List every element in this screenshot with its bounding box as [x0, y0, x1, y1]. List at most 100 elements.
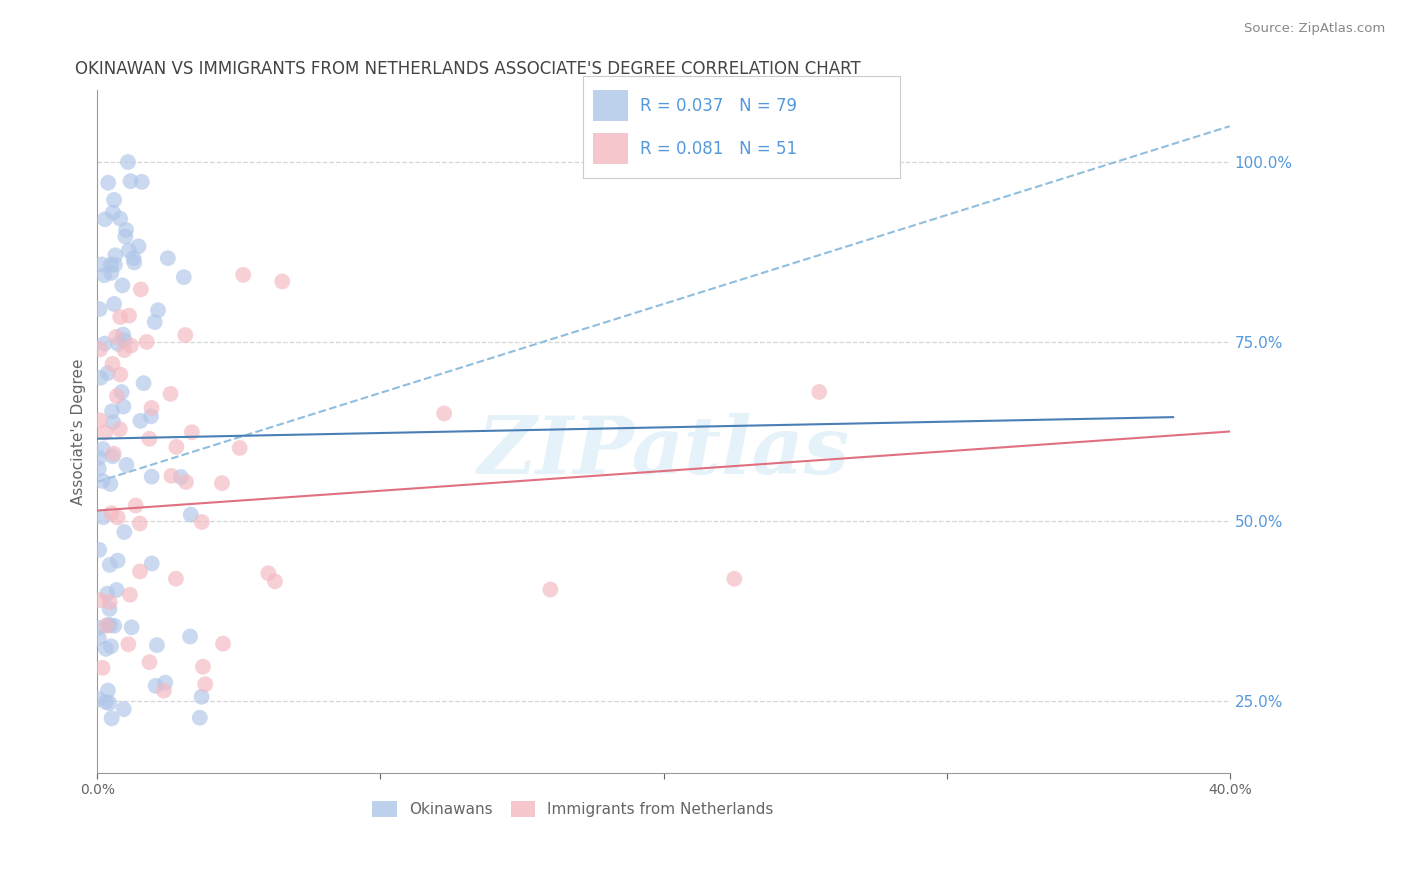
- Point: [264, 574, 287, 589]
- Point: [141, 557, 163, 571]
- Point: [129, 414, 152, 428]
- Point: [103, 193, 125, 207]
- Point: [107, 510, 129, 524]
- Point: [174, 475, 197, 489]
- Point: [191, 515, 214, 529]
- Point: [90, 257, 112, 271]
- Point: [155, 675, 177, 690]
- Point: [117, 637, 139, 651]
- Y-axis label: Associate's Degree: Associate's Degree: [72, 359, 86, 505]
- Point: [165, 572, 187, 586]
- Point: [112, 333, 135, 347]
- Point: [117, 155, 139, 169]
- Point: [232, 268, 254, 282]
- Point: [98, 602, 121, 616]
- Point: [101, 415, 124, 429]
- Point: [129, 282, 152, 296]
- Point: [97, 618, 120, 632]
- Point: [115, 223, 138, 237]
- Text: Source: ZipAtlas.com: Source: ZipAtlas.com: [1244, 22, 1385, 36]
- Bar: [593, 90, 627, 121]
- Point: [105, 330, 128, 344]
- Point: [115, 458, 138, 472]
- Point: [112, 524, 135, 539]
- Point: [120, 174, 142, 188]
- Point: [94, 695, 117, 709]
- Point: [93, 336, 115, 351]
- Point: [124, 499, 146, 513]
- Point: [105, 389, 128, 403]
- Point: [808, 384, 831, 399]
- Point: [101, 450, 124, 464]
- Point: [96, 618, 118, 632]
- Point: [103, 619, 125, 633]
- Point: [107, 336, 129, 351]
- Point: [141, 469, 163, 483]
- Point: [188, 711, 211, 725]
- Bar: [593, 133, 627, 164]
- Point: [723, 572, 745, 586]
- Point: [165, 440, 187, 454]
- Point: [107, 554, 129, 568]
- Point: [101, 404, 124, 418]
- Point: [94, 212, 117, 227]
- Point: [87, 461, 110, 475]
- Point: [194, 677, 217, 691]
- Point: [114, 229, 136, 244]
- Point: [122, 251, 145, 265]
- Point: [91, 661, 114, 675]
- Point: [118, 588, 141, 602]
- Point: [90, 370, 112, 384]
- Point: [89, 542, 111, 557]
- Point: [91, 442, 114, 456]
- Point: [97, 366, 120, 380]
- Text: OKINAWAN VS IMMIGRANTS FROM NETHERLANDS ASSOCIATE'S DEGREE CORRELATION CHART: OKINAWAN VS IMMIGRANTS FROM NETHERLANDS …: [75, 60, 860, 78]
- Point: [91, 510, 114, 524]
- Point: [538, 582, 561, 597]
- Point: [87, 621, 110, 635]
- Point: [98, 595, 121, 609]
- Point: [111, 278, 134, 293]
- Point: [145, 679, 167, 693]
- Point: [108, 211, 131, 226]
- Point: [104, 258, 127, 272]
- Point: [89, 413, 111, 427]
- Point: [112, 702, 135, 716]
- Point: [100, 506, 122, 520]
- Point: [143, 315, 166, 329]
- Point: [100, 258, 122, 272]
- Point: [98, 558, 121, 572]
- Point: [112, 400, 135, 414]
- Point: [93, 268, 115, 283]
- Point: [257, 566, 280, 581]
- Point: [98, 618, 121, 632]
- Point: [118, 244, 141, 258]
- Point: [101, 205, 124, 219]
- Point: [173, 270, 195, 285]
- Point: [121, 620, 143, 634]
- Point: [101, 357, 124, 371]
- Point: [91, 474, 114, 488]
- Point: [96, 587, 118, 601]
- Point: [180, 425, 202, 440]
- Point: [159, 387, 181, 401]
- Point: [271, 275, 294, 289]
- Point: [191, 659, 214, 673]
- Point: [110, 310, 132, 324]
- Point: [160, 468, 183, 483]
- Point: [112, 327, 135, 342]
- Point: [146, 303, 169, 318]
- Point: [212, 637, 235, 651]
- Point: [433, 406, 456, 420]
- Point: [228, 441, 250, 455]
- Point: [139, 409, 162, 424]
- Legend: Okinawans, Immigrants from Netherlands: Okinawans, Immigrants from Netherlands: [366, 795, 780, 823]
- Point: [110, 385, 132, 400]
- Point: [103, 447, 125, 461]
- Point: [135, 334, 157, 349]
- Text: R = 0.081   N = 51: R = 0.081 N = 51: [641, 140, 797, 158]
- Point: [141, 401, 163, 415]
- Point: [100, 266, 122, 280]
- Point: [98, 696, 121, 710]
- Point: [103, 297, 125, 311]
